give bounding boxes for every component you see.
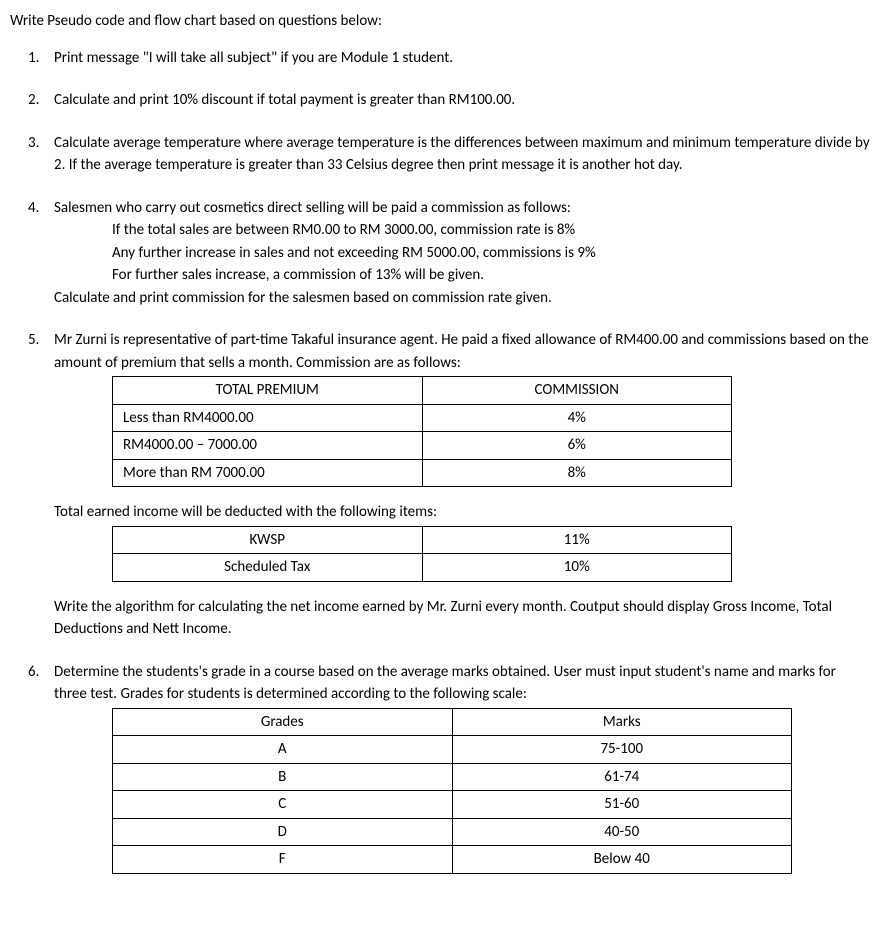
q6-r3-c1: C [113, 791, 453, 819]
q6-table: Grades Marks A 75-100 B 61-74 C 51-60 D … [112, 708, 792, 874]
q5a-r3-c1: More than RM 7000.00 [113, 459, 423, 487]
question-3: Calculate average temperature where aver… [54, 132, 871, 177]
q6-r4-c1: D [113, 818, 453, 846]
q5-table-a: TOTAL PREMIUM COMMISSION Less than RM400… [112, 376, 732, 487]
q6-r2-c1: B [113, 763, 453, 791]
questions-list: Print message "I will take all subject" … [10, 47, 871, 874]
question-6: Determine the students's grade in a cour… [54, 661, 871, 874]
q6-r1-c2: 75-100 [452, 736, 792, 764]
q4-bullet3: For further sales increase, a commission… [54, 264, 871, 287]
q1-text: Print message "I will take all subject" … [54, 49, 453, 67]
q5b-r1-c2: 11% [422, 526, 732, 554]
q5-line2: Total earned income will be deducted wit… [54, 503, 437, 521]
q2-text: Calculate and print 10% discount if tota… [54, 91, 515, 109]
q5a-r3-c2: 8% [422, 459, 732, 487]
q5b-r1-c1: KWSP [113, 526, 423, 554]
q6-header-marks: Marks [452, 708, 792, 736]
q6-r2-c2: 61-74 [452, 763, 792, 791]
q4-line2: Calculate and print commission for the s… [54, 289, 552, 307]
question-5: Mr Zurni is representative of part-time … [54, 329, 871, 641]
q5-table-b: KWSP 11% Scheduled Tax 10% [112, 526, 732, 582]
q5a-header-commission: COMMISSION [422, 377, 732, 405]
intro-text: Write Pseudo code and flow chart based o… [10, 10, 871, 33]
q6-r5-c2: Below 40 [452, 846, 792, 874]
question-1: Print message "I will take all subject" … [54, 47, 871, 70]
q4-line1: Salesmen who carry out cosmetics direct … [54, 199, 571, 217]
q5-line3: Write the algorithm for calculating the … [54, 598, 832, 639]
q3-text: Calculate average temperature where aver… [54, 134, 870, 175]
question-2: Calculate and print 10% discount if tota… [54, 89, 871, 112]
q5a-r1-c1: Less than RM4000.00 [113, 404, 423, 432]
question-4: Salesmen who carry out cosmetics direct … [54, 197, 871, 310]
q6-line1: Determine the students's grade in a cour… [54, 663, 836, 704]
q6-r5-c1: F [113, 846, 453, 874]
q5b-r2-c1: Scheduled Tax [113, 554, 423, 582]
q6-r1-c1: A [113, 736, 453, 764]
q6-r3-c2: 51-60 [452, 791, 792, 819]
q5a-header-premium: TOTAL PREMIUM [113, 377, 423, 405]
q5b-r2-c2: 10% [422, 554, 732, 582]
q6-r4-c2: 40-50 [452, 818, 792, 846]
q5-line1: Mr Zurni is representative of part-time … [54, 331, 869, 372]
q4-bullet1: If the total sales are between RM0.00 to… [54, 219, 871, 242]
q5a-r2-c1: RM4000.00 – 7000.00 [113, 432, 423, 460]
q4-bullet2: Any further increase in sales and not ex… [54, 242, 871, 265]
q6-header-grades: Grades [113, 708, 453, 736]
q5a-r2-c2: 6% [422, 432, 732, 460]
q5a-r1-c2: 4% [422, 404, 732, 432]
